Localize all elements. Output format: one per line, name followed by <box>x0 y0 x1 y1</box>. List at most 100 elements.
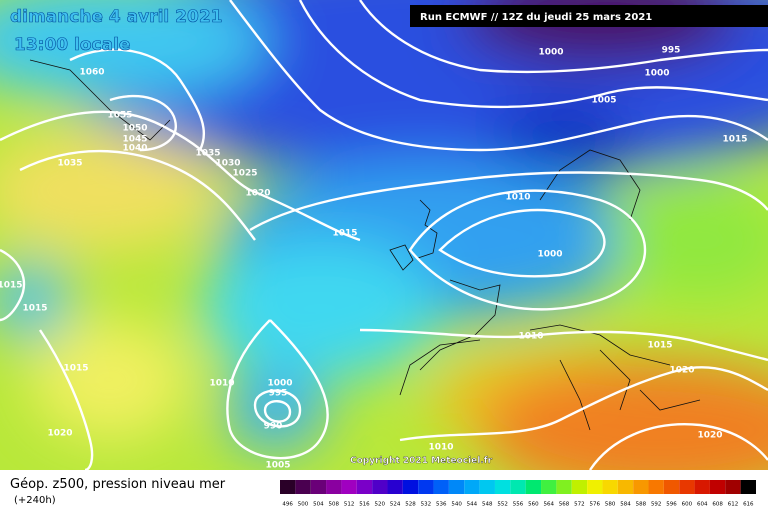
scale-swatch <box>556 480 572 494</box>
isobar-label: 1005 <box>591 96 616 106</box>
scale-label: 560 <box>528 502 539 508</box>
isobar-label: 1010 <box>428 443 453 453</box>
isobar-label: 1055 <box>107 111 132 121</box>
scale-label: 500 <box>298 502 309 508</box>
scale-swatch <box>602 480 618 494</box>
scale-label: 608 <box>712 502 723 508</box>
scale-swatch <box>663 480 680 494</box>
run-box <box>410 5 768 27</box>
caption: Géop. z500, pression niveau mer <box>10 477 226 492</box>
scale-label: 580 <box>605 502 616 508</box>
date-title: dimanche 4 avril 2021 <box>10 7 222 27</box>
scale-swatch <box>694 480 710 494</box>
scale-label: 516 <box>359 502 370 508</box>
scale-swatch <box>740 480 756 494</box>
isobar-label: 1040 <box>122 144 147 154</box>
scale-label: 600 <box>682 502 693 508</box>
scale-label: 524 <box>390 502 401 508</box>
isobar-label: 1015 <box>0 281 23 291</box>
scale-swatch <box>709 480 726 494</box>
scale-swatch <box>356 480 373 494</box>
scale-label: 520 <box>375 502 386 508</box>
isobar-label: 1010 <box>505 193 530 203</box>
coastlines <box>29 59 701 431</box>
scale-label: 604 <box>697 502 708 508</box>
isobar-label: 1015 <box>22 304 47 314</box>
scale-swatch <box>295 480 311 494</box>
scale-swatch <box>571 480 588 494</box>
scale-label: 496 <box>282 502 293 508</box>
isobar-label: 1020 <box>47 429 72 439</box>
isobar-label: 1010 <box>518 332 543 342</box>
isobar-label: 995 <box>269 389 288 399</box>
scale-swatch <box>402 480 419 494</box>
scale-label: 592 <box>651 502 662 508</box>
scale-swatch <box>310 480 327 494</box>
scale-label: 616 <box>743 502 754 508</box>
scale-swatch <box>433 480 449 494</box>
scale-swatch <box>633 480 649 494</box>
scale-label: 572 <box>574 502 585 508</box>
lead-time: (+240h) <box>14 495 56 506</box>
map: 1060105510501045104010351035103010251020… <box>0 0 768 471</box>
scale-label: 588 <box>636 502 647 508</box>
isobar-label: 1015 <box>722 135 747 145</box>
scale-label: 596 <box>666 502 677 508</box>
scale-swatch <box>725 480 741 494</box>
isobar-label: 1015 <box>332 229 357 239</box>
scale-label: 544 <box>467 502 478 508</box>
scale-swatch <box>587 480 603 494</box>
isobar-label: 1010 <box>209 379 234 389</box>
scale-swatch <box>464 480 480 494</box>
isobar-label: 1045 <box>122 135 147 145</box>
scale-label: 512 <box>344 502 355 508</box>
scale-swatch <box>510 480 526 494</box>
isobar-label: 1005 <box>265 461 290 471</box>
isobar-label: 995 <box>662 46 681 56</box>
isobar-label: 1060 <box>79 68 104 78</box>
scale-swatch <box>372 480 388 494</box>
scale-swatch <box>648 480 664 494</box>
copyright: Copyright 2021 Meteociel.fr <box>350 456 493 466</box>
isobar-label: 1000 <box>644 69 669 79</box>
scale-label: 612 <box>728 502 739 508</box>
scale-label: 556 <box>513 502 524 508</box>
isobar-label: 1020 <box>697 431 722 441</box>
isobar-label: 1015 <box>63 364 88 374</box>
scale-label: 584 <box>620 502 631 508</box>
isobar-label: 1015 <box>647 341 672 351</box>
isobar-label: 1025 <box>232 169 257 179</box>
scale-label: 508 <box>328 502 339 508</box>
isobar-label: 1035 <box>57 159 82 169</box>
isobars <box>0 0 768 470</box>
scale-swatch <box>418 480 434 494</box>
isobar-label: 1035 <box>195 149 220 159</box>
scale-swatch <box>541 480 557 494</box>
scale-swatch <box>494 480 511 494</box>
scale-swatch <box>679 480 695 494</box>
isobar-label: 1020 <box>245 189 270 199</box>
scale-swatch <box>280 480 296 494</box>
scale-label: 576 <box>590 502 601 508</box>
isobar-labels: 1060105510501045104010351035103010251020… <box>0 46 748 471</box>
isobar-label: 1020 <box>669 366 694 376</box>
scale-swatch <box>525 480 542 494</box>
scale-label: 504 <box>313 502 324 508</box>
scale-label: 528 <box>405 502 416 508</box>
scale-swatch <box>617 480 634 494</box>
scale-label: 540 <box>451 502 462 508</box>
scale-label: 564 <box>543 502 554 508</box>
scale-label: 552 <box>497 502 508 508</box>
run-info: Run ECMWF // 12Z du jeudi 25 mars 2021 <box>420 12 652 23</box>
isobar-label: 1000 <box>538 48 563 58</box>
isobar-label: 1000 <box>267 379 292 389</box>
scale-label: 568 <box>559 502 570 508</box>
isobar-label: 990 <box>264 422 283 432</box>
isobar-label: 1000 <box>537 250 562 260</box>
isobar-label: 1050 <box>122 124 147 134</box>
scale-swatch <box>387 480 403 494</box>
scale-swatch <box>479 480 495 494</box>
scale-swatch <box>341 480 357 494</box>
scale-label: 548 <box>482 502 493 508</box>
